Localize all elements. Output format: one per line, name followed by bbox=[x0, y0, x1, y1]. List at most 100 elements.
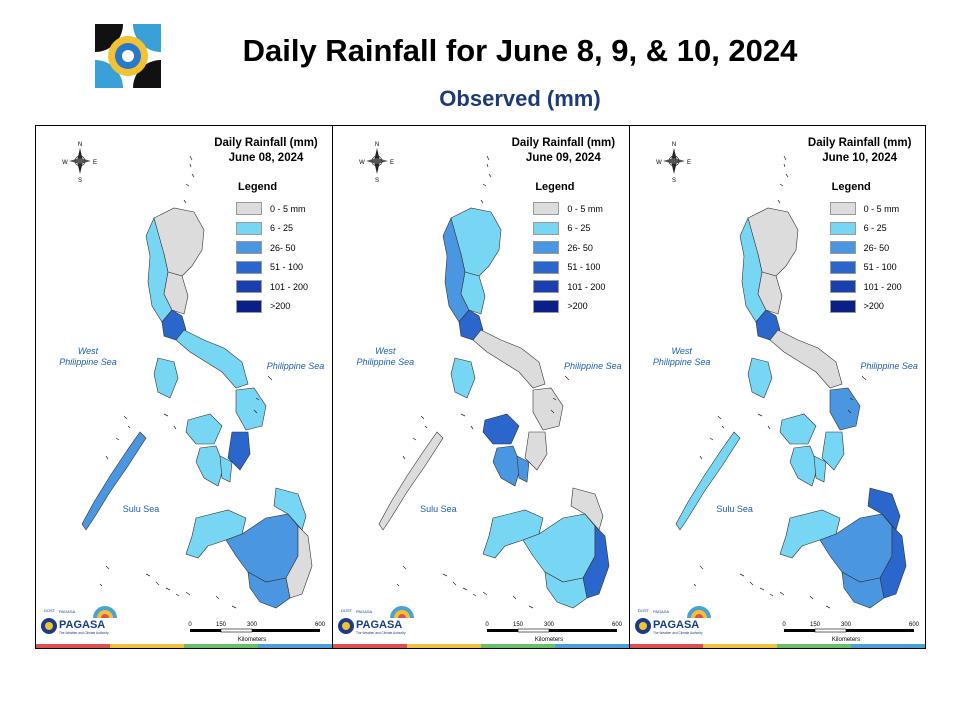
color-bar-blue bbox=[851, 644, 925, 648]
mindanao-island bbox=[779, 487, 906, 609]
color-bar-red bbox=[333, 644, 408, 648]
legend-item: 101 - 200 bbox=[829, 277, 925, 297]
rainfall-map bbox=[675, 155, 906, 609]
rainfall-map bbox=[81, 155, 313, 609]
sulu-sea-label: Sulu Sea bbox=[122, 504, 160, 514]
pagasa-footer-logo: DOST PAGASA PAGASA The Weather and Clima… bbox=[39, 604, 119, 640]
svg-text:E: E bbox=[687, 160, 691, 166]
svg-text:PAGASA: PAGASA bbox=[356, 609, 372, 614]
legend-label: >200 bbox=[270, 301, 291, 312]
svg-text:300: 300 bbox=[841, 622, 852, 628]
svg-text:DOST: DOST bbox=[638, 608, 650, 613]
svg-text:150: 150 bbox=[216, 622, 227, 628]
small-islands bbox=[693, 155, 866, 609]
mindanao-island bbox=[185, 487, 313, 609]
legend-label: 51 - 100 bbox=[567, 262, 601, 273]
legend-item: >200 bbox=[236, 297, 331, 317]
west-sea-line2: Philippine Sea bbox=[652, 357, 711, 367]
legend-swatch bbox=[236, 280, 262, 294]
svg-text:PAGASA: PAGASA bbox=[59, 609, 75, 614]
rainfall-map bbox=[378, 155, 610, 609]
svg-text:300: 300 bbox=[544, 622, 555, 628]
svg-text:0: 0 bbox=[782, 622, 786, 628]
legend-item: 101 - 200 bbox=[236, 277, 331, 297]
page-title: Daily Rainfall for June 8, 9, & 10, 2024 bbox=[242, 33, 798, 68]
map-panel-june-08: N S W E Daily Rainfall (mm) June 08, 202… bbox=[36, 126, 333, 648]
legend-item: 26- 50 bbox=[236, 238, 331, 258]
west-sea-line2: Philippine Sea bbox=[356, 357, 415, 367]
color-bar-red bbox=[36, 644, 111, 648]
svg-text:600: 600 bbox=[315, 622, 326, 628]
map-date: June 09, 2024 bbox=[525, 152, 601, 164]
legend-item: 6 - 25 bbox=[829, 219, 925, 239]
legend-swatch bbox=[533, 280, 560, 294]
color-bar-green bbox=[777, 644, 852, 648]
svg-text:E: E bbox=[93, 160, 97, 166]
legend-label: 6 - 25 bbox=[270, 223, 294, 234]
legend-label: 0 - 5 mm bbox=[567, 203, 603, 214]
map-date: June 10, 2024 bbox=[822, 152, 898, 164]
palawan-island bbox=[378, 431, 444, 531]
west-sea-line1: West bbox=[375, 346, 396, 356]
page-subtitle: Observed (mm) bbox=[439, 86, 601, 111]
legend-label: 51 - 100 bbox=[270, 262, 304, 273]
legend-item: 51 - 100 bbox=[829, 258, 925, 278]
philippine-sea-label: Philippine Sea bbox=[564, 361, 622, 371]
legend-swatch bbox=[236, 299, 262, 313]
map-panel-june-09: N S W E Daily Rainfall (mm) June 09, 202… bbox=[332, 126, 629, 648]
svg-text:PAGASA: PAGASA bbox=[653, 609, 669, 614]
west-sea-line2: Philippine Sea bbox=[59, 357, 117, 367]
svg-text:W: W bbox=[359, 160, 365, 166]
legend-item: >200 bbox=[533, 297, 628, 317]
scale-bar: 0 150 300 600 Kilometers bbox=[780, 620, 920, 644]
pagasa-footer-logo: DOST PAGASA PAGASA The Weather and Clima… bbox=[633, 604, 713, 640]
west-sea-line1: West bbox=[671, 346, 692, 356]
luzon-island bbox=[739, 207, 843, 389]
west-sea-line1: West bbox=[77, 346, 99, 356]
pagasa-logo bbox=[95, 24, 161, 88]
color-bar-yellow bbox=[703, 644, 778, 648]
color-bar-yellow bbox=[407, 644, 481, 648]
svg-text:300: 300 bbox=[247, 622, 258, 628]
svg-text:150: 150 bbox=[513, 622, 524, 628]
map-title-text: Daily Rainfall (mm) bbox=[807, 137, 912, 149]
sulu-sea-label: Sulu Sea bbox=[420, 504, 457, 514]
legend-item: 26- 50 bbox=[829, 238, 925, 258]
legend-item: 0 - 5 mm bbox=[829, 199, 925, 219]
legend: Legend 0 - 5 mm 6 - 25 26- 50 51 - 100 101 -… bbox=[236, 181, 331, 316]
pagasa-footer-logo: DOST PAGASA PAGASA The Weather and Clima… bbox=[336, 604, 416, 640]
legend-swatch bbox=[533, 299, 560, 313]
small-islands bbox=[99, 155, 273, 609]
legend: Legend 0 - 5 mm 6 - 25 26- 50 51 - 100 101 -… bbox=[829, 181, 925, 316]
footer-color-bar bbox=[36, 644, 333, 648]
west-philippine-sea-label: West Philippine Sea bbox=[48, 346, 128, 368]
visayas-islands bbox=[747, 357, 860, 487]
legend-label: 6 - 25 bbox=[567, 223, 591, 234]
legend-swatch bbox=[236, 241, 262, 255]
map-title: Daily Rainfall (mm) June 08, 2024 bbox=[206, 136, 326, 166]
map-title-text: Daily Rainfall (mm) bbox=[511, 137, 616, 149]
color-bar-green bbox=[480, 644, 555, 648]
svg-text:PAGASA: PAGASA bbox=[59, 619, 105, 631]
legend-item: 101 - 200 bbox=[533, 277, 628, 297]
svg-text:DOST: DOST bbox=[341, 608, 353, 613]
legend-swatch bbox=[533, 202, 560, 216]
svg-text:Kilometers: Kilometers bbox=[831, 637, 859, 643]
legend-label: 26- 50 bbox=[567, 242, 593, 253]
map-panels: N S W E Daily Rainfall (mm) June 08, 202… bbox=[35, 125, 926, 649]
map-title-text: Daily Rainfall (mm) bbox=[214, 137, 318, 149]
legend-label: 101 - 200 bbox=[863, 281, 902, 292]
footer-color-bar bbox=[629, 644, 925, 648]
svg-text:The Weather and Climate Author: The Weather and Climate Authority bbox=[356, 631, 406, 635]
map-title: Daily Rainfall (mm) June 09, 2024 bbox=[503, 136, 623, 166]
philippine-sea-label: Philippine Sea bbox=[860, 361, 918, 371]
compass-rose-icon: N S W E bbox=[656, 139, 692, 184]
west-philippine-sea-label: West Philippine Sea bbox=[345, 346, 425, 368]
scale-bar: 0 150 300 600 Kilometers bbox=[186, 620, 326, 644]
legend-swatch bbox=[829, 260, 856, 274]
svg-text:W: W bbox=[62, 160, 68, 166]
legend-label: >200 bbox=[863, 301, 884, 312]
legend-swatch bbox=[829, 280, 856, 294]
legend-swatch bbox=[533, 260, 560, 274]
legend-swatch bbox=[829, 221, 856, 235]
